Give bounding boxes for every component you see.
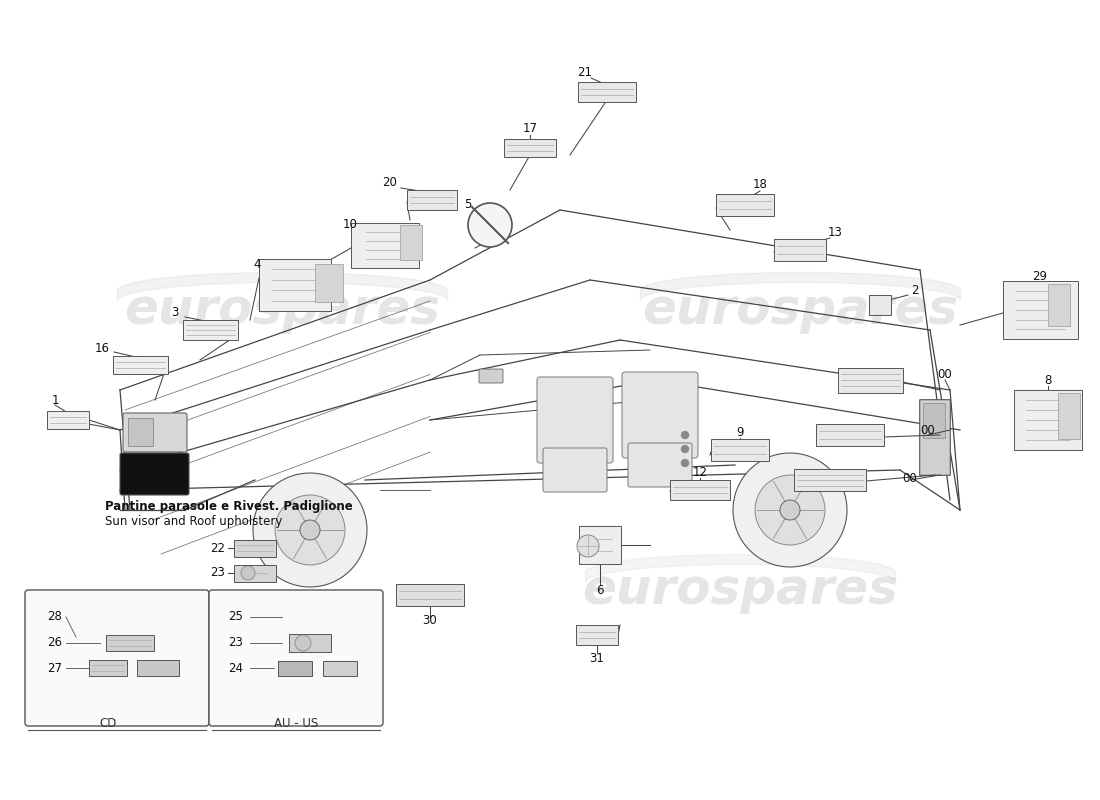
- Text: Pantine parasole e Rivest. Padiglione: Pantine parasole e Rivest. Padiglione: [104, 500, 353, 513]
- Bar: [138, 660, 179, 676]
- Text: 3: 3: [172, 306, 178, 318]
- Text: 8: 8: [1044, 374, 1052, 386]
- FancyBboxPatch shape: [621, 372, 698, 458]
- Text: 24: 24: [228, 662, 243, 674]
- Text: Sun visor and Roof upholstery: Sun visor and Roof upholstery: [104, 515, 283, 528]
- Bar: [112, 356, 167, 374]
- Circle shape: [733, 453, 847, 567]
- Text: 00: 00: [937, 369, 953, 382]
- Bar: [289, 634, 331, 652]
- Text: 2: 2: [911, 283, 918, 297]
- Text: 5: 5: [464, 198, 472, 211]
- Circle shape: [682, 459, 689, 466]
- Text: 00: 00: [921, 423, 935, 437]
- Text: 10: 10: [342, 218, 358, 231]
- FancyBboxPatch shape: [478, 369, 503, 383]
- Circle shape: [300, 520, 320, 540]
- Text: 13: 13: [827, 226, 843, 238]
- Text: CD: CD: [99, 717, 117, 730]
- FancyBboxPatch shape: [209, 590, 383, 726]
- Bar: [1058, 393, 1080, 439]
- Circle shape: [241, 566, 255, 580]
- Text: 21: 21: [578, 66, 593, 78]
- Bar: [47, 411, 89, 429]
- Bar: [89, 660, 127, 676]
- Text: 20: 20: [383, 177, 397, 190]
- Bar: [716, 194, 774, 216]
- Text: eurospares: eurospares: [642, 286, 958, 334]
- Text: 25: 25: [228, 610, 243, 623]
- Bar: [816, 424, 884, 446]
- Bar: [923, 403, 945, 438]
- Circle shape: [468, 203, 512, 247]
- FancyBboxPatch shape: [920, 400, 950, 475]
- FancyBboxPatch shape: [543, 448, 607, 492]
- FancyBboxPatch shape: [123, 413, 187, 452]
- Text: 17: 17: [522, 122, 538, 134]
- Bar: [774, 239, 826, 261]
- Bar: [315, 264, 343, 302]
- Bar: [1014, 390, 1082, 450]
- Text: AU - US: AU - US: [274, 717, 318, 730]
- Text: 1: 1: [52, 394, 58, 406]
- Bar: [579, 526, 621, 564]
- FancyBboxPatch shape: [25, 590, 209, 726]
- Text: 23: 23: [210, 566, 225, 579]
- Bar: [234, 565, 276, 582]
- Bar: [711, 439, 769, 461]
- Text: 23: 23: [228, 637, 243, 650]
- Bar: [407, 190, 456, 210]
- Circle shape: [275, 495, 345, 565]
- Text: 4: 4: [253, 258, 261, 271]
- Circle shape: [682, 431, 689, 438]
- FancyBboxPatch shape: [537, 377, 613, 463]
- FancyBboxPatch shape: [120, 453, 189, 495]
- Bar: [1002, 281, 1078, 339]
- Text: eurospares: eurospares: [582, 566, 898, 614]
- Bar: [323, 661, 358, 675]
- Bar: [578, 82, 636, 102]
- Bar: [400, 225, 422, 260]
- Bar: [396, 584, 464, 606]
- Text: 31: 31: [590, 651, 604, 665]
- Bar: [576, 625, 618, 645]
- Bar: [351, 222, 419, 267]
- Text: 00: 00: [903, 471, 917, 485]
- Circle shape: [682, 446, 689, 453]
- Circle shape: [780, 500, 800, 520]
- Bar: [869, 295, 891, 315]
- Bar: [504, 139, 556, 157]
- Text: 22: 22: [210, 542, 225, 554]
- Bar: [106, 635, 154, 651]
- Bar: [837, 367, 902, 393]
- Text: 27: 27: [47, 662, 62, 674]
- Circle shape: [755, 475, 825, 545]
- Circle shape: [578, 535, 600, 557]
- Bar: [258, 259, 331, 311]
- Text: 18: 18: [752, 178, 768, 191]
- Text: 12: 12: [693, 466, 707, 478]
- Bar: [278, 661, 312, 675]
- Text: 6: 6: [596, 583, 604, 597]
- Bar: [234, 539, 276, 557]
- Bar: [183, 320, 238, 340]
- Bar: [794, 469, 866, 491]
- Text: 26: 26: [47, 637, 62, 650]
- Text: 28: 28: [47, 610, 62, 623]
- Bar: [670, 480, 730, 500]
- Text: 29: 29: [1033, 270, 1047, 283]
- Circle shape: [253, 473, 367, 587]
- Circle shape: [295, 635, 311, 651]
- Text: eurospares: eurospares: [124, 286, 440, 334]
- FancyBboxPatch shape: [628, 443, 692, 487]
- Text: 30: 30: [422, 614, 438, 626]
- Bar: [1048, 284, 1070, 326]
- Text: 16: 16: [95, 342, 110, 354]
- Bar: [128, 418, 153, 446]
- Text: 9: 9: [736, 426, 744, 438]
